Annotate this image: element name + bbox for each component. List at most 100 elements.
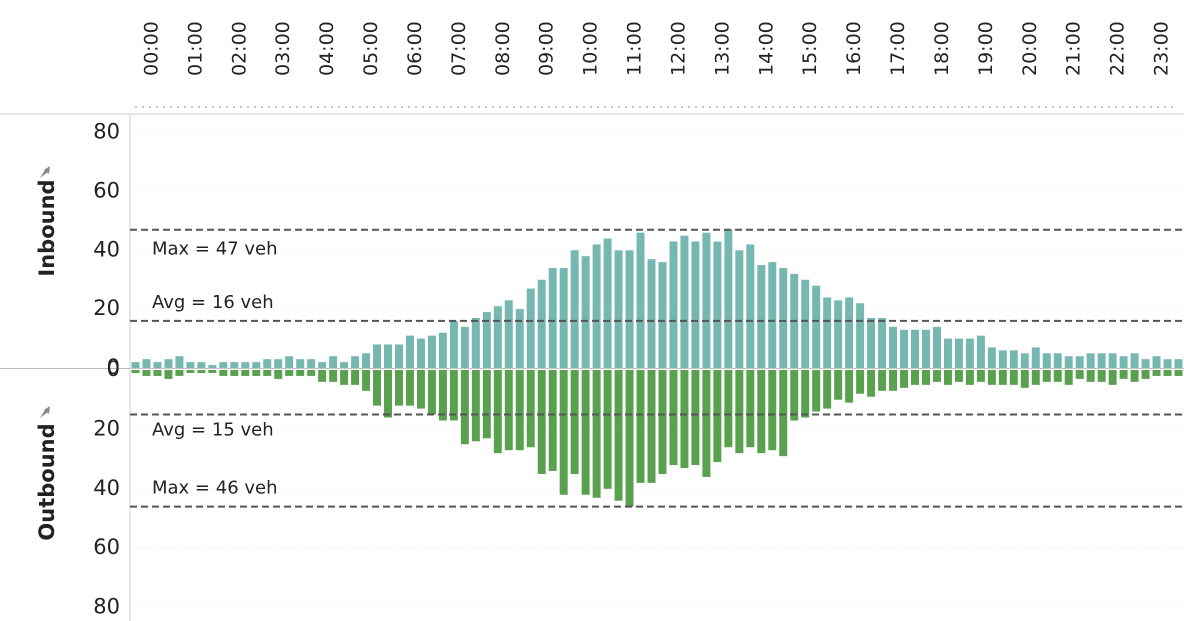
- bar: [581, 370, 590, 495]
- bar: [438, 370, 447, 421]
- bar: [1064, 370, 1073, 385]
- bar: [636, 232, 645, 368]
- bar: [647, 259, 656, 368]
- x-tick-label: 16:00: [843, 21, 865, 76]
- bar: [1020, 353, 1029, 368]
- bar: [823, 297, 832, 368]
- bar: [263, 370, 272, 376]
- bar: [395, 344, 403, 368]
- x-tick-label: 14:00: [755, 21, 777, 76]
- bar: [889, 370, 898, 391]
- x-tick-label: 22:00: [1107, 21, 1129, 76]
- bar: [922, 329, 930, 368]
- bar: [1141, 370, 1150, 379]
- bar: [932, 326, 941, 368]
- bar: [603, 370, 612, 489]
- bar: [1152, 370, 1161, 376]
- bar: [405, 370, 414, 406]
- bar: [636, 370, 645, 483]
- bar: [186, 370, 195, 373]
- x-tick-label: 10:00: [580, 21, 602, 76]
- bar: [252, 370, 261, 376]
- bar: [252, 362, 261, 368]
- bar: [570, 370, 579, 474]
- y-tick-label: 40: [93, 237, 120, 261]
- bar: [142, 370, 151, 376]
- bar: [537, 370, 546, 474]
- bar: [1053, 370, 1062, 382]
- bar: [329, 356, 338, 368]
- bar: [296, 370, 305, 376]
- y-tick-label: 0: [107, 355, 120, 379]
- bar: [932, 370, 941, 382]
- bar: [318, 362, 327, 368]
- bar: [241, 370, 250, 376]
- x-tick-label: 03:00: [272, 21, 294, 76]
- bar: [526, 370, 535, 448]
- bar: [746, 244, 755, 368]
- bar: [362, 353, 371, 368]
- bar: [384, 370, 392, 418]
- y-tick-label: 60: [93, 178, 120, 202]
- bar: [614, 250, 623, 368]
- bar: [1130, 353, 1139, 368]
- bar: [658, 370, 667, 474]
- bar: [559, 370, 568, 495]
- bar: [856, 370, 865, 394]
- pin-icon: [40, 166, 50, 178]
- bar: [1064, 356, 1073, 368]
- y-tick-label: 40: [93, 476, 120, 500]
- bar: [274, 370, 283, 379]
- x-tick-label: 20:00: [1019, 21, 1041, 76]
- bar: [131, 370, 140, 373]
- x-tick-label: 00:00: [140, 21, 162, 76]
- bar: [647, 370, 656, 483]
- bar: [746, 370, 755, 448]
- bar: [274, 359, 283, 368]
- bar: [241, 362, 250, 368]
- bar: [713, 241, 722, 368]
- bar: [702, 232, 711, 368]
- x-tick-label: 21:00: [1063, 21, 1085, 76]
- bar: [998, 350, 1007, 368]
- x-tick-label: 04:00: [316, 21, 338, 76]
- bar: [405, 335, 414, 368]
- bar: [954, 370, 963, 382]
- bar: [416, 338, 425, 368]
- bar: [570, 250, 579, 368]
- bar: [900, 329, 909, 368]
- bar: [1031, 347, 1040, 368]
- bar: [757, 265, 766, 368]
- bar: [1119, 370, 1128, 379]
- bar: [230, 370, 239, 376]
- bar: [790, 370, 799, 421]
- bar: [911, 370, 919, 385]
- bar: [263, 359, 272, 368]
- bar: [976, 370, 985, 382]
- pin-icon: [40, 406, 50, 418]
- bar: [1086, 353, 1095, 368]
- bar: [197, 370, 206, 373]
- bar: [856, 303, 865, 368]
- bar: [559, 267, 568, 368]
- bar: [318, 370, 327, 382]
- bar: [1108, 370, 1117, 385]
- bar: [943, 338, 952, 368]
- bar: [197, 362, 206, 368]
- bar: [625, 250, 634, 368]
- bar: [581, 256, 590, 368]
- bar: [1053, 353, 1062, 368]
- bar: [427, 335, 436, 368]
- bar: [1174, 359, 1183, 368]
- bar: [142, 359, 151, 368]
- bar: [395, 370, 403, 406]
- bar: [812, 285, 821, 368]
- x-tick-label: 08:00: [492, 21, 514, 76]
- bar: [768, 262, 777, 368]
- bar: [987, 347, 996, 368]
- bar: [493, 306, 502, 368]
- bar: [515, 309, 524, 368]
- bar: [208, 365, 217, 368]
- bar: [307, 359, 316, 368]
